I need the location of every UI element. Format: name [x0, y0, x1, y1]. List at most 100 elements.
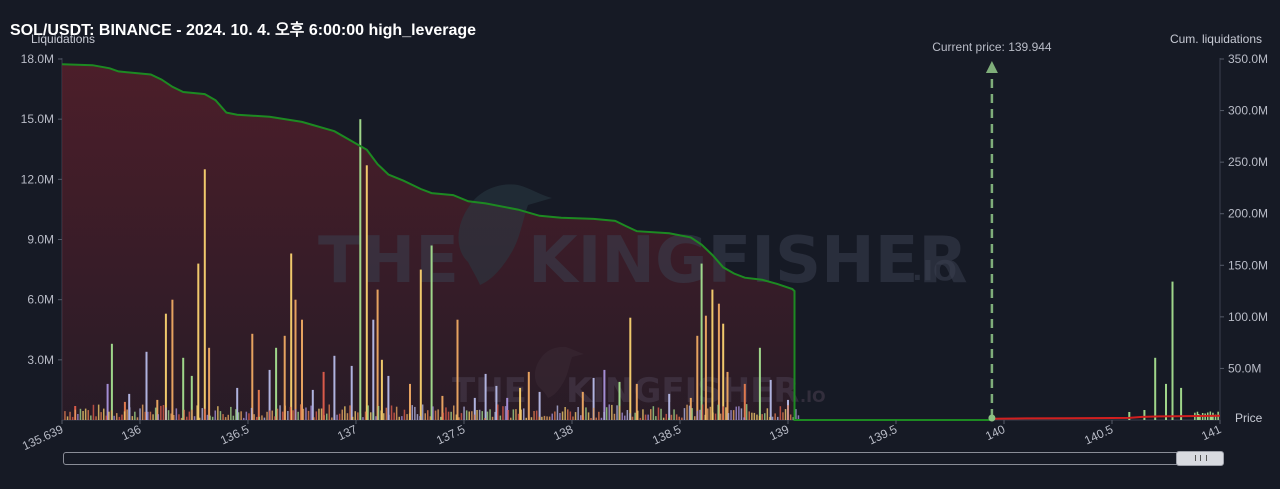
liquidation-bar: [465, 410, 468, 420]
liquidation-bar: [712, 412, 714, 420]
liquidation-bar: [764, 413, 766, 420]
x-tick-label: 140: [983, 422, 1007, 443]
liquidation-bar: [434, 410, 437, 420]
liquidation-bar: [357, 412, 359, 420]
liquidation-bar: [673, 409, 675, 420]
liquidation-bar: [711, 289, 714, 420]
liquidation-bar: [574, 412, 577, 420]
liquidation-bar: [683, 408, 686, 420]
liquidation-bar: [678, 416, 680, 420]
liquidation-bar: [171, 299, 174, 420]
liquidation-bar: [232, 415, 235, 420]
liquidation-bar: [726, 371, 729, 420]
left-tick-label: 6.0M: [27, 293, 54, 307]
liquidation-bar: [779, 406, 782, 420]
liquidation-bar: [284, 405, 286, 420]
liquidation-bar: [380, 410, 382, 420]
liquidation-bar: [497, 404, 499, 420]
liquidation-bar: [164, 313, 167, 420]
liquidation-bar: [701, 404, 704, 420]
liquidation-bar: [476, 410, 478, 420]
liquidation-bar: [507, 410, 509, 420]
liquidation-bar: [372, 412, 375, 420]
liquidation-bar: [197, 263, 200, 420]
liquidation-bar: [266, 411, 268, 420]
liquidation-bar: [463, 406, 465, 420]
liquidation-bar: [665, 413, 667, 420]
liquidation-bar: [219, 411, 222, 420]
liquidation-bar: [499, 415, 502, 420]
liquidation-bar: [709, 406, 712, 420]
liquidation-bar: [538, 416, 540, 420]
liquidation-bar: [699, 409, 701, 420]
liquidation-bar: [240, 411, 242, 420]
cum-long-line: [61, 63, 992, 421]
liquidation-bar: [128, 393, 131, 420]
liquidation-bar: [582, 416, 585, 420]
liquidation-bar: [230, 406, 232, 420]
liquidation-bar: [603, 412, 605, 420]
liquidation-bar: [792, 417, 794, 420]
liquidation-bar: [519, 387, 522, 420]
liquidation-bar: [512, 409, 515, 420]
liquidation-bar: [585, 407, 587, 420]
liquidation-bar: [688, 405, 691, 420]
liquidation-bar: [175, 408, 178, 420]
liquidation-bar: [447, 411, 450, 420]
liquidation-bar: [113, 415, 115, 420]
liquidation-bar: [647, 414, 649, 420]
liquidation-bar: [87, 410, 89, 420]
liquidation-bar: [243, 417, 245, 420]
liquidation-bar: [92, 404, 95, 420]
liquidation-bar: [251, 333, 254, 420]
liquidation-bar: [1199, 414, 1201, 420]
liquidation-bar: [561, 411, 564, 420]
liquidation-bar: [495, 385, 498, 420]
liquidation-bar: [761, 414, 763, 420]
liquidation-bar: [556, 405, 559, 420]
scrollbar-handle[interactable]: [1176, 451, 1224, 466]
liquidation-bar: [372, 319, 375, 420]
liquidation-bar: [201, 408, 203, 420]
liquidation-bar: [261, 415, 263, 420]
liquidation-bar: [297, 411, 299, 420]
liquidation-bar: [279, 405, 281, 420]
liquidation-bar: [110, 343, 113, 420]
liquidation-bar: [704, 315, 707, 420]
right-tick-label: 300.0M: [1228, 104, 1268, 118]
liquidation-bar: [468, 411, 470, 420]
liquidation-bar: [696, 410, 699, 420]
liquidation-bar: [621, 412, 623, 420]
liquidation-bar: [204, 408, 206, 420]
liquidation-bar: [453, 405, 455, 420]
liquidation-bar: [533, 411, 535, 420]
range-scrollbar[interactable]: [63, 451, 1224, 466]
liquidation-bar: [753, 412, 756, 420]
liquidation-bar: [471, 411, 473, 420]
liquidation-bar: [344, 406, 346, 420]
liquidation-bar: [635, 383, 638, 420]
current-price-label: Current price: 139.944: [932, 40, 1052, 54]
liquidation-bar: [349, 405, 351, 420]
liquidation-bar: [626, 410, 629, 420]
liquidation-bar: [694, 416, 696, 420]
liquidation-bar: [116, 413, 118, 420]
liquidation-bar: [341, 409, 343, 420]
cum-long-area: [62, 64, 795, 420]
liquidation-bar: [182, 357, 185, 420]
cum-short-line: [991, 414, 1221, 420]
liquidation-bar: [504, 406, 507, 420]
liquidation-bar: [437, 409, 439, 420]
liquidation-bar: [281, 411, 284, 420]
liquidation-bar: [395, 406, 398, 420]
right-tick-label: 150.0M: [1228, 258, 1268, 272]
liquidation-bar: [652, 406, 655, 420]
liquidation-bar: [110, 410, 113, 420]
liquidation-bar: [364, 411, 367, 420]
liquidation-bar: [748, 411, 750, 420]
liquidation-bar: [481, 411, 483, 420]
liquidation-bar: [123, 401, 126, 420]
x-tick-label: 139: [767, 422, 791, 443]
liquidation-bar: [528, 416, 530, 420]
liquidation-bar: [670, 414, 673, 420]
